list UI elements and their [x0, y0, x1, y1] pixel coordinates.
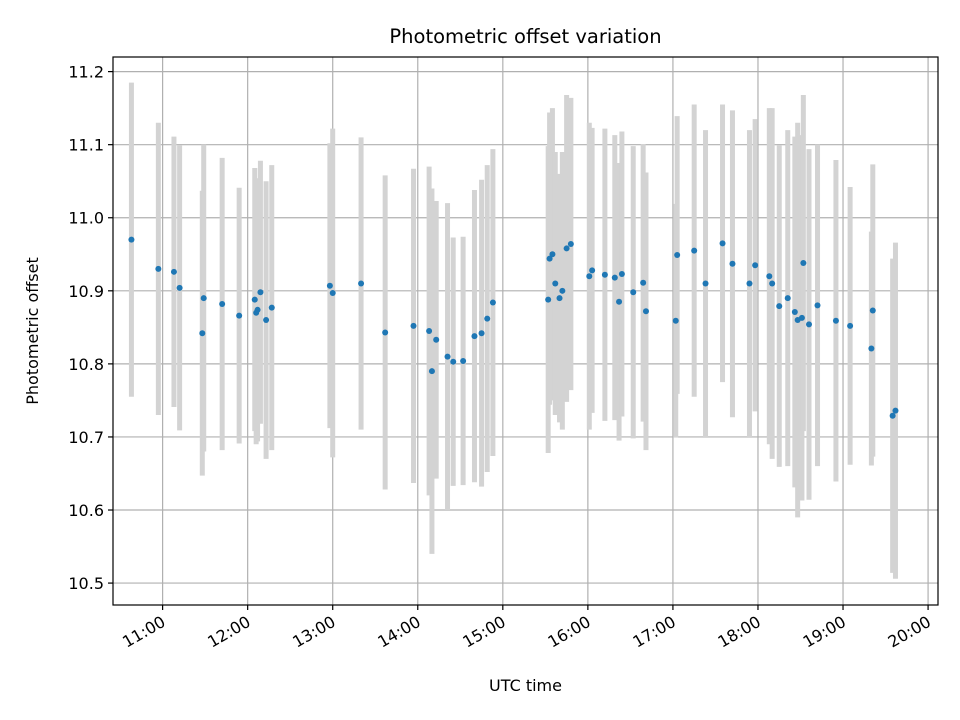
y-tick-label: 10.8 — [68, 355, 104, 374]
data-point — [545, 296, 552, 303]
data-point — [257, 289, 264, 296]
data-point — [814, 302, 821, 309]
data-point — [471, 333, 478, 340]
data-point — [889, 412, 896, 419]
data-point — [672, 317, 679, 324]
y-tick-label: 11.0 — [68, 209, 104, 228]
data-point — [784, 295, 791, 302]
data-point — [586, 273, 593, 280]
data-point — [832, 317, 839, 324]
data-point — [268, 304, 275, 311]
y-tick-label: 10.7 — [68, 428, 104, 447]
data-point — [489, 299, 496, 306]
data-point — [382, 329, 389, 336]
data-point — [769, 280, 776, 287]
data-point — [450, 358, 457, 365]
data-point — [869, 307, 876, 314]
data-point — [556, 295, 563, 302]
data-point — [199, 330, 206, 337]
data-points — [128, 236, 899, 419]
data-point — [589, 267, 596, 274]
data-point — [674, 252, 681, 259]
data-point — [618, 271, 625, 278]
data-point — [559, 287, 566, 294]
data-point — [776, 303, 783, 310]
data-point — [847, 322, 854, 329]
data-point — [640, 279, 647, 286]
data-point — [746, 280, 753, 287]
data-point — [791, 309, 798, 316]
data-point — [444, 353, 451, 360]
y-tick-label: 11.2 — [68, 63, 104, 82]
data-point — [478, 330, 485, 337]
y-tick-label: 10.5 — [68, 574, 104, 593]
data-point — [128, 236, 135, 243]
data-point — [170, 268, 177, 275]
data-point — [800, 260, 807, 267]
y-axis-ticks: 10.5 10.6 10.7 10.8 10.9 11.0 11.1 11.2 — [68, 63, 113, 593]
data-point — [176, 284, 183, 291]
y-axis-label: Photometric offset — [23, 257, 42, 405]
data-point — [200, 295, 207, 302]
data-point — [729, 260, 736, 267]
data-point — [263, 317, 270, 324]
data-point — [892, 407, 899, 414]
data-point — [702, 280, 709, 287]
data-point — [428, 368, 435, 375]
data-point — [630, 289, 637, 296]
data-point — [326, 282, 333, 289]
data-point — [752, 262, 759, 269]
data-point — [433, 336, 440, 343]
data-point — [329, 290, 336, 297]
data-point — [563, 245, 570, 252]
data-point — [410, 322, 417, 329]
data-point — [642, 308, 649, 315]
chart-title: Photometric offset variation — [389, 25, 661, 48]
data-point — [766, 273, 773, 280]
data-point — [549, 251, 556, 258]
data-point — [601, 271, 608, 278]
plot-frame — [112, 56, 939, 606]
data-point — [358, 280, 365, 287]
data-point — [251, 296, 258, 303]
data-point — [611, 274, 618, 281]
data-point — [806, 321, 813, 328]
data-point — [155, 265, 162, 272]
data-point — [484, 315, 491, 322]
y-tick-label: 10.9 — [68, 282, 104, 301]
data-point — [552, 280, 559, 287]
data-point — [868, 345, 875, 352]
data-point — [616, 298, 623, 305]
data-point — [254, 306, 261, 313]
data-point — [460, 357, 467, 364]
data-point — [236, 312, 243, 319]
data-point — [219, 300, 226, 307]
data-point — [719, 240, 726, 247]
y-tick-label: 11.1 — [68, 136, 104, 155]
data-point — [546, 255, 553, 262]
x-axis-label: UTC time — [489, 676, 562, 695]
data-point — [798, 314, 805, 321]
data-point — [691, 247, 698, 254]
y-tick-label: 10.6 — [68, 501, 104, 520]
data-point — [426, 328, 433, 334]
data-point — [567, 241, 574, 248]
